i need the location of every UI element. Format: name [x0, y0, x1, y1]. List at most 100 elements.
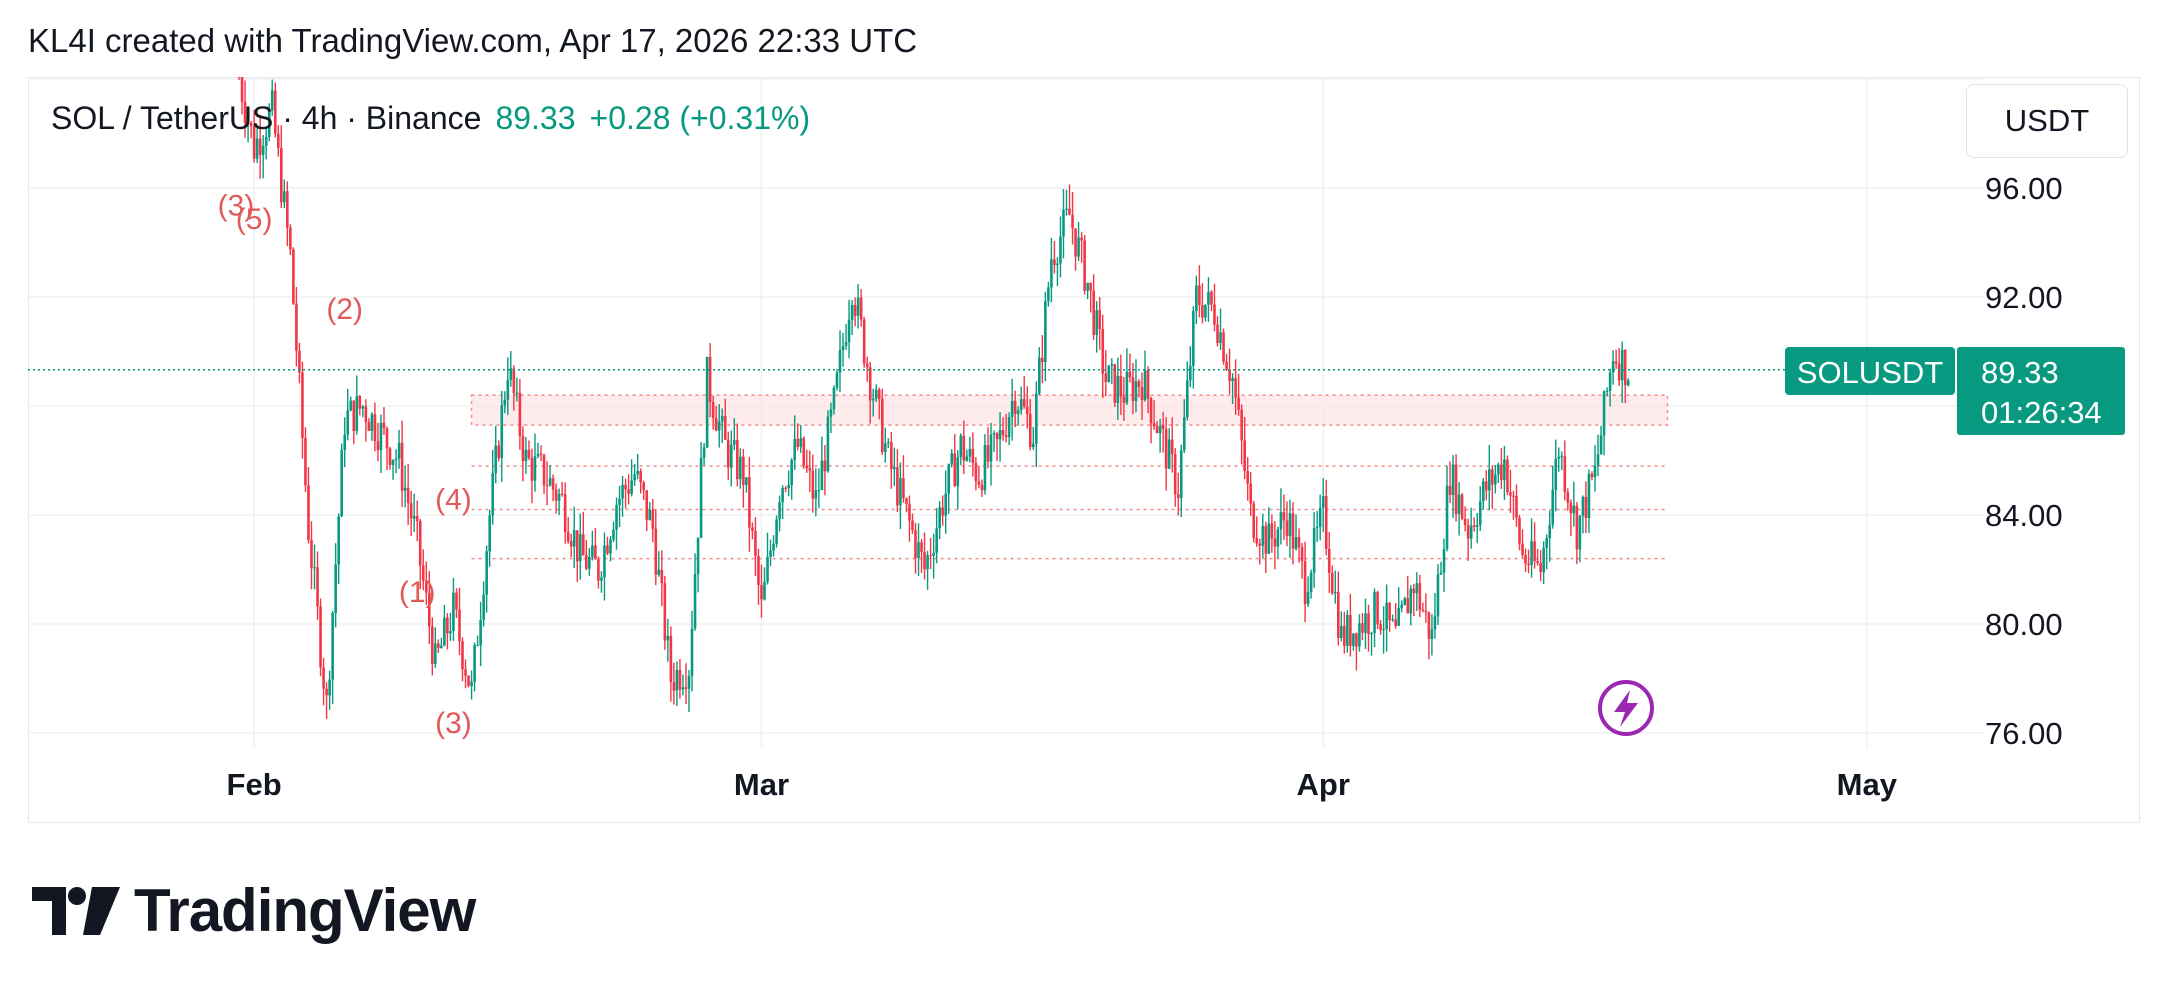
candle-body: [298, 350, 301, 373]
wave-label[interactable]: (4): [435, 484, 472, 517]
candle-body: [1282, 512, 1286, 521]
candle-body: [1071, 214, 1074, 229]
candle-body: [1433, 616, 1437, 630]
candle-body: [944, 493, 947, 516]
candle-body: [908, 503, 911, 521]
time-axis[interactable]: Feb Mar Apr May: [227, 767, 1898, 802]
candle-body: [1608, 372, 1612, 391]
candle-body: [1285, 520, 1289, 537]
candle-body: [1337, 591, 1340, 638]
candle-body: [1472, 525, 1476, 527]
candle-body: [1013, 400, 1017, 414]
candle-body: [986, 444, 990, 462]
candle-body: [249, 122, 253, 127]
candle-body: [1605, 390, 1609, 392]
candle-body: [1382, 629, 1385, 631]
lightning-icon[interactable]: [1598, 680, 1654, 736]
candle-body: [1397, 608, 1400, 626]
chart-frame[interactable]: [28, 77, 2140, 823]
supply-zone[interactable]: [470, 394, 1669, 426]
candle-body: [246, 122, 250, 124]
candle-body: [817, 489, 821, 491]
candle-body: [769, 550, 772, 557]
candle-body: [1494, 474, 1497, 485]
candle-body: [1430, 629, 1434, 639]
candle-body: [1349, 614, 1352, 646]
candle-body: [497, 445, 501, 459]
candle-body: [1503, 459, 1506, 481]
x-tick-label: Mar: [734, 767, 789, 802]
candle-body: [1303, 561, 1307, 605]
candle-body: [1506, 459, 1509, 493]
price-axis[interactable]: 96.00 92.00 84.00 80.00 76.00: [1985, 171, 2063, 751]
candle-body: [237, 77, 241, 78]
candle-body: [1113, 364, 1117, 403]
wave-label[interactable]: (3): [435, 707, 472, 740]
wave-label[interactable]: (5): [236, 203, 273, 236]
candle-body: [847, 319, 851, 342]
legend-last-price: 89.33: [495, 100, 576, 136]
candle-body: [729, 444, 733, 468]
candle-body: [1122, 396, 1126, 403]
wave-label[interactable]: (1): [399, 576, 436, 609]
candle-body: [1050, 259, 1053, 288]
candle-body: [1119, 376, 1123, 397]
candle-body: [1131, 377, 1135, 401]
candle-body: [884, 443, 887, 453]
candle-body: [1373, 592, 1376, 634]
candle-body: [1086, 282, 1089, 291]
candle-body: [316, 567, 319, 607]
candle-body: [947, 464, 951, 494]
candle-body: [1234, 378, 1237, 398]
candle-body: [1587, 473, 1591, 519]
wave-label[interactable]: (2): [326, 293, 363, 326]
candle-body: [340, 450, 343, 517]
candle-body: [959, 435, 963, 458]
candle-body: [1173, 454, 1177, 495]
candle-body: [853, 305, 857, 316]
candle-body: [639, 470, 642, 483]
candle-body: [893, 467, 896, 470]
candle-body: [597, 559, 600, 581]
candle-body: [1225, 361, 1228, 370]
candle-body: [926, 555, 929, 570]
candle-body: [1436, 574, 1440, 617]
tradingview-logo[interactable]: TradingView: [32, 876, 476, 945]
candle-body: [1189, 365, 1192, 381]
currency-button[interactable]: USDT: [1966, 84, 2128, 158]
candle-body: [702, 447, 706, 459]
candle-body: [1427, 612, 1431, 639]
candle-body: [267, 110, 271, 138]
candle-body: [240, 77, 244, 102]
candle-body: [1364, 613, 1367, 633]
candle-body: [887, 442, 890, 444]
candle-body: [1539, 562, 1542, 573]
candle-body: [726, 439, 730, 468]
candle-body: [630, 480, 633, 494]
candle-body: [1291, 513, 1295, 549]
candle-body: [539, 453, 543, 455]
candle-body: [965, 456, 969, 461]
candle-body: [1028, 414, 1032, 448]
candle-body: [651, 509, 655, 529]
candle-body: [1059, 236, 1062, 264]
candle-body: [355, 396, 359, 432]
candle-body: [1358, 623, 1361, 647]
candle-body: [1620, 349, 1624, 381]
candle-body: [627, 489, 630, 494]
candle-body: [343, 434, 347, 451]
candle-body: [286, 191, 289, 228]
candle-body: [1557, 456, 1561, 459]
candle-body: [530, 457, 534, 481]
candle-body: [575, 530, 579, 562]
wave-label[interactable]: (3): [218, 189, 255, 222]
candle-body: [1095, 310, 1098, 335]
candle-body: [733, 440, 736, 445]
candle-body: [745, 477, 748, 486]
candle-body: [684, 687, 688, 689]
candle-body: [1340, 625, 1343, 638]
candle-body: [1484, 481, 1488, 491]
candle-body: [551, 478, 555, 490]
candle-body: [1170, 439, 1174, 455]
